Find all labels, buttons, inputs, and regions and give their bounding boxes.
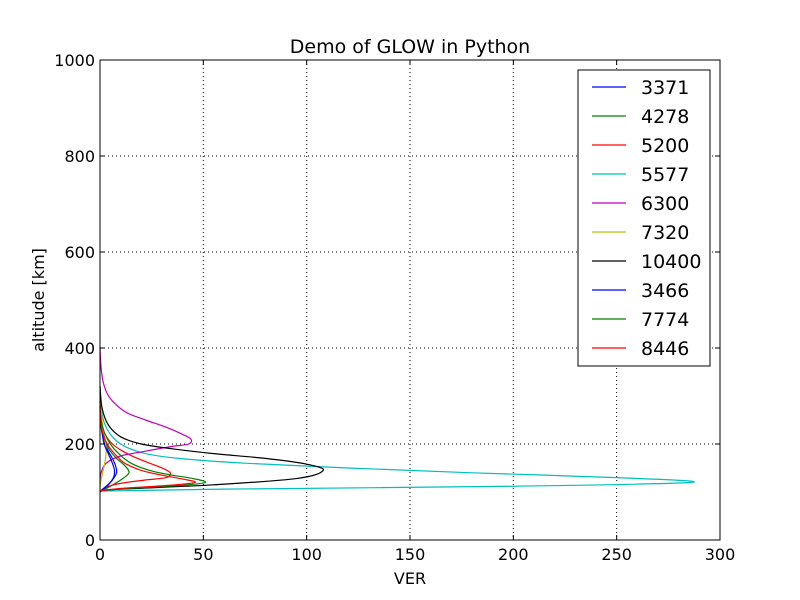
legend-label: 3466 — [641, 280, 689, 302]
y-tick-label: 0 — [85, 531, 95, 550]
legend-label: 3371 — [641, 77, 689, 99]
x-tick-label: 250 — [601, 545, 632, 564]
x-tick-label: 200 — [498, 545, 529, 564]
y-tick-label: 800 — [64, 147, 95, 166]
x-tick-label: 150 — [395, 545, 426, 564]
series-line-7320 — [99, 386, 107, 488]
chart-title: Demo of GLOW in Python — [290, 36, 530, 58]
x-tick-label: 0 — [95, 545, 105, 564]
legend-box — [577, 69, 711, 367]
x-axis-label: VER — [394, 569, 426, 588]
x-tick-label: 100 — [291, 545, 322, 564]
y-tick-label: 400 — [64, 339, 95, 358]
legend-label: 8446 — [641, 338, 689, 360]
series-line-10400 — [99, 386, 324, 492]
series-line-5577 — [99, 386, 695, 492]
legend-label: 7774 — [641, 309, 689, 331]
ticks: 0 50 100 150 200 250 300 0 200 400 600 800 1000 — [54, 51, 735, 564]
x-tick-label: 300 — [705, 545, 736, 564]
x-tick-label: 50 — [193, 545, 213, 564]
series-line-6300 — [99, 347, 193, 483]
series-line-8446 — [99, 400, 196, 492]
series-line-3466 — [99, 410, 116, 493]
y-tick-label: 600 — [64, 243, 95, 262]
legend-label: 4278 — [641, 106, 689, 128]
y-tick-label: 1000 — [54, 51, 95, 70]
legend-label: 6300 — [641, 193, 689, 215]
legend-label: 5200 — [641, 135, 689, 157]
series-layer — [99, 347, 695, 493]
y-axis-label: altitude [km] — [29, 248, 48, 352]
y-tick-label: 200 — [64, 435, 95, 454]
series-line-7774 — [99, 400, 207, 492]
legend-label: 7320 — [641, 222, 689, 244]
legend-label: 5577 — [641, 164, 689, 186]
legend-label: 10400 — [641, 251, 701, 273]
legend: 3371 4278 5200 5577 6300 7320 10400 3466 7774 844… — [577, 69, 711, 367]
